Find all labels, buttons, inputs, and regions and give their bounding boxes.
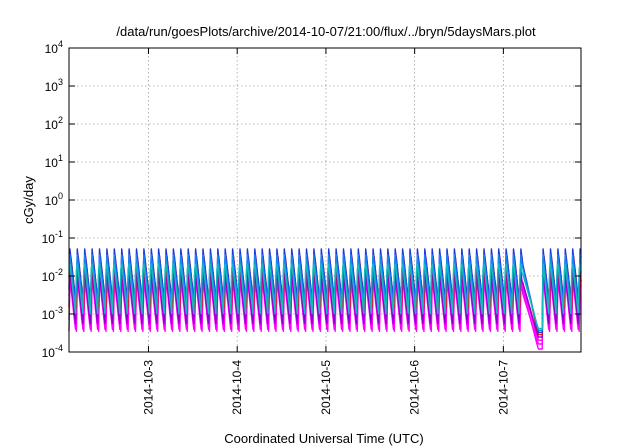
axis-ticks bbox=[69, 47, 581, 353]
x-tick-label: 2014-10-6 bbox=[408, 360, 422, 415]
x-axis-label: Coordinated Universal Time (UTC) bbox=[224, 431, 423, 446]
x-tick-label: 2014-10-3 bbox=[141, 360, 155, 415]
y-tick-label: 10-3 bbox=[42, 305, 63, 322]
y-tick-label: 101 bbox=[45, 153, 63, 170]
series-line bbox=[68, 263, 582, 330]
y-tick-label: 104 bbox=[45, 39, 63, 56]
y-tick-label: 10-1 bbox=[42, 229, 63, 246]
y-tick-labels: 10-4 10-3 10-2 10-1 100 101 102 103 104 bbox=[42, 39, 63, 360]
x-tick-labels: 2014-10-3 2014-10-4 2014-10-5 2014-10-6 2014… bbox=[141, 360, 510, 415]
y-tick-label: 100 bbox=[45, 191, 63, 208]
series-line bbox=[68, 254, 582, 331]
x-tick-label: 2014-10-7 bbox=[496, 360, 510, 415]
y-tick-label: 10-4 bbox=[42, 343, 63, 360]
series-line bbox=[68, 272, 582, 338]
y-tick-label: 10-2 bbox=[42, 267, 63, 284]
y-tick-label: 103 bbox=[45, 77, 63, 94]
y-axis-label: cGy/day bbox=[21, 176, 36, 224]
series-lines bbox=[68, 248, 582, 350]
x-tick-label: 2014-10-5 bbox=[319, 360, 333, 415]
chart-title: /data/run/goesPlots/archive/2014-10-07/2… bbox=[116, 24, 536, 39]
y-tick-label: 102 bbox=[45, 115, 63, 132]
x-tick-label: 2014-10-4 bbox=[230, 360, 244, 415]
